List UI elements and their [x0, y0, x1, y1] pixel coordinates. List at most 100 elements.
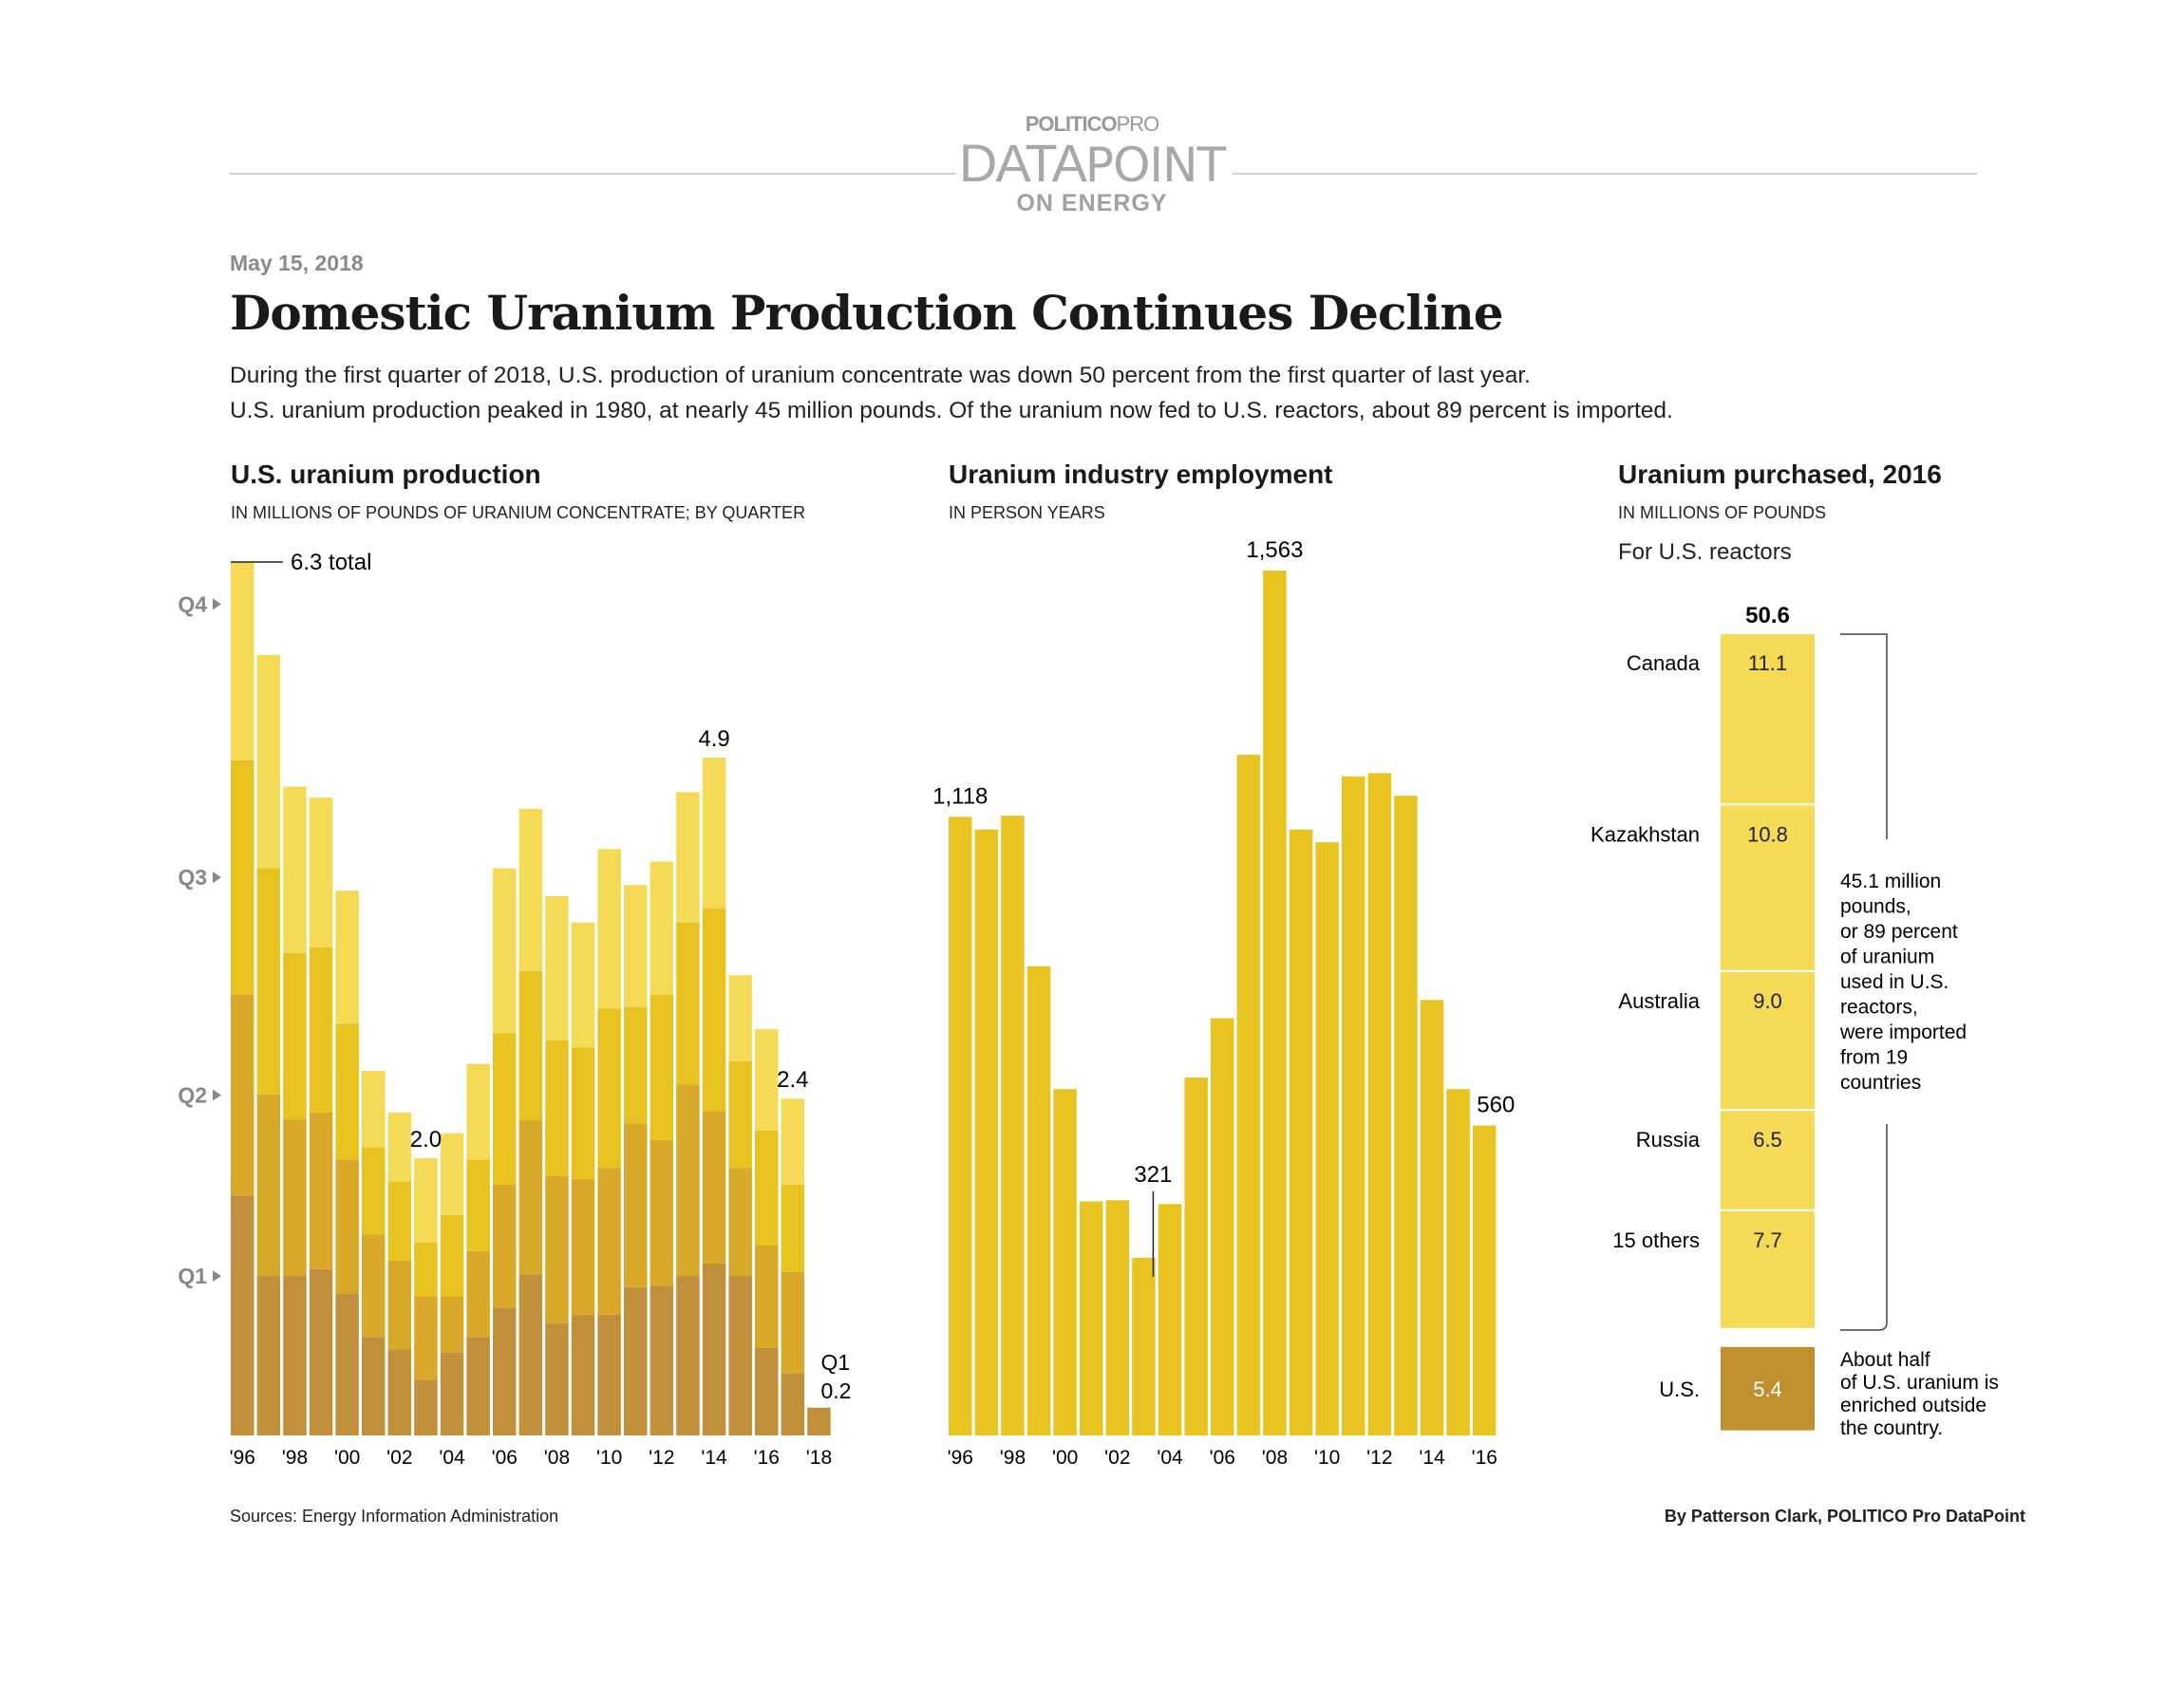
production-x-tick: '04 — [439, 1447, 465, 1469]
employment-chart-subtitle: IN PERSON YEARS — [949, 503, 1105, 522]
production-x-tick: '14 — [701, 1447, 727, 1469]
production-bar-2001-q3 — [362, 1147, 386, 1235]
imports-note-line: were imported — [1839, 1022, 1967, 1043]
employment-x-tick: '02 — [1104, 1447, 1130, 1469]
production-bar-2010-q4 — [597, 849, 621, 1009]
purchased-country-label: U.S. — [1659, 1378, 1700, 1401]
employment-bar-1998 — [1001, 815, 1025, 1435]
production-bar-2016-q2 — [755, 1245, 779, 1348]
production-bar-2016-q4 — [755, 1029, 779, 1131]
production-bar-2006-q3 — [493, 1033, 517, 1185]
logo-datapoint: DATAPOINT — [0, 133, 2184, 194]
production-bar-2016-q3 — [755, 1130, 779, 1246]
production-bar-2007-q2 — [518, 1120, 543, 1275]
production-bar-2003-q1 — [414, 1379, 438, 1435]
employment-annotation: 560 — [1477, 1093, 1515, 1118]
production-bar-2012-q2 — [650, 1139, 674, 1286]
employment-annotation: 1,118 — [932, 783, 988, 809]
production-bar-1998-q1 — [283, 1276, 307, 1435]
production-bar-2005-q4 — [466, 1063, 490, 1160]
production-bar-2002-q2 — [387, 1261, 412, 1350]
employment-bar-1999 — [1026, 965, 1051, 1435]
production-bar-2009-q1 — [571, 1314, 595, 1435]
employment-x-tick: '08 — [1262, 1447, 1288, 1469]
us-note-line: About half — [1840, 1349, 1930, 1371]
production-bar-2006-q2 — [493, 1184, 517, 1308]
production-bar-2001-q4 — [362, 1070, 386, 1148]
production-bar-2015-q2 — [728, 1168, 752, 1277]
sources: Sources: Energy Information Administrati… — [230, 1507, 559, 1526]
production-bar-2008-q2 — [545, 1175, 569, 1323]
quarter-label-q1: Q1 — [178, 1264, 207, 1288]
header-rule-left — [230, 173, 970, 175]
byline: By Patterson Clark, POLITICO Pro DataPoi… — [1664, 1507, 2025, 1526]
production-bar-2000-q3 — [335, 1023, 359, 1160]
production-bar-2007-q3 — [518, 970, 543, 1121]
purchased-bar-15-others — [1721, 1210, 1815, 1328]
purchased-group-label: For U.S. reactors — [1618, 539, 1792, 565]
production-bar-2015-q3 — [728, 1060, 752, 1169]
purchased-country-label: 15 others — [1612, 1228, 1700, 1252]
production-x-tick: '12 — [649, 1447, 674, 1469]
employment-x-tick: '04 — [1157, 1447, 1183, 1469]
production-bar-2017-q2 — [781, 1271, 805, 1374]
production-x-tick: '10 — [596, 1447, 622, 1469]
production-bar-2014-q1 — [702, 1263, 726, 1435]
production-bar-2000-q1 — [335, 1294, 359, 1435]
production-bar-1997-q1 — [256, 1276, 281, 1435]
production-bar-1999-q4 — [309, 797, 333, 947]
imports-note-line: from 19 — [1840, 1047, 1908, 1069]
us-note-line: enriched outside — [1840, 1395, 1986, 1416]
production-bar-2004-q2 — [440, 1296, 464, 1353]
production-bar-2007-q1 — [518, 1274, 543, 1435]
production-bar-2018-q1 — [807, 1407, 831, 1435]
employment-bar-2002 — [1105, 1200, 1130, 1435]
employment-chart-title: Uranium industry employment — [949, 459, 1333, 489]
purchased-value-label: 9.0 — [1753, 989, 1782, 1013]
production-bar-2011-q3 — [624, 1006, 648, 1124]
production-bar-1998-q2 — [283, 1119, 307, 1277]
production-annotation: 0.2 — [820, 1378, 851, 1403]
imports-note-line: pounds, — [1840, 896, 1911, 918]
imports-note-line: of uranium — [1840, 947, 1934, 968]
purchased-bar-australia — [1721, 971, 1815, 1110]
purchased-bar-u-s- — [1721, 1346, 1815, 1431]
employment-x-tick: '06 — [1210, 1447, 1235, 1469]
employment-x-tick: '00 — [1052, 1447, 1078, 1469]
production-bar-2006-q4 — [493, 868, 517, 1034]
production-bar-2008-q4 — [545, 895, 569, 1040]
production-bar-2014-q4 — [702, 757, 726, 909]
production-bar-2004-q4 — [440, 1133, 464, 1215]
employment-bar-2008 — [1263, 571, 1287, 1435]
production-bar-2003-q3 — [414, 1243, 438, 1297]
employment-x-tick: '96 — [948, 1447, 973, 1469]
production-annotation: 4.9 — [698, 726, 729, 752]
imports-note-line: or 89 percent — [1840, 921, 1958, 943]
us-note-line: of U.S. uranium is — [1840, 1372, 1999, 1394]
imports-note-line: countries — [1840, 1072, 1921, 1094]
employment-bar-2000 — [1053, 1089, 1077, 1435]
quarter-arrow-icon — [213, 1089, 221, 1101]
employment-annotation: 321 — [1134, 1162, 1172, 1188]
production-bar-2016-q1 — [755, 1348, 779, 1435]
production-bar-2002-q1 — [387, 1349, 412, 1435]
employment-bar-2015 — [1446, 1089, 1470, 1435]
production-bar-2001-q2 — [362, 1234, 386, 1338]
production-bar-1996-q4 — [231, 562, 254, 760]
production-bar-2011-q2 — [624, 1123, 648, 1287]
production-bar-2012-q1 — [650, 1285, 674, 1435]
production-bar-2017-q4 — [781, 1098, 805, 1185]
production-bar-2009-q4 — [571, 922, 595, 1048]
quarter-label-q3: Q3 — [178, 865, 207, 890]
employment-bar-2016 — [1473, 1125, 1497, 1435]
production-annotation: 2.0 — [410, 1127, 442, 1153]
quarter-label-q2: Q2 — [178, 1082, 207, 1107]
production-bar-2013-q1 — [676, 1276, 700, 1435]
employment-bar-2004 — [1158, 1204, 1182, 1435]
imports-bracket-bottom — [1840, 1124, 1888, 1331]
production-bar-1997-q2 — [256, 1094, 281, 1277]
purchased-value-label: 11.1 — [1748, 651, 1787, 675]
production-x-tick: '18 — [806, 1447, 832, 1469]
production-bar-2013-q4 — [676, 792, 700, 923]
